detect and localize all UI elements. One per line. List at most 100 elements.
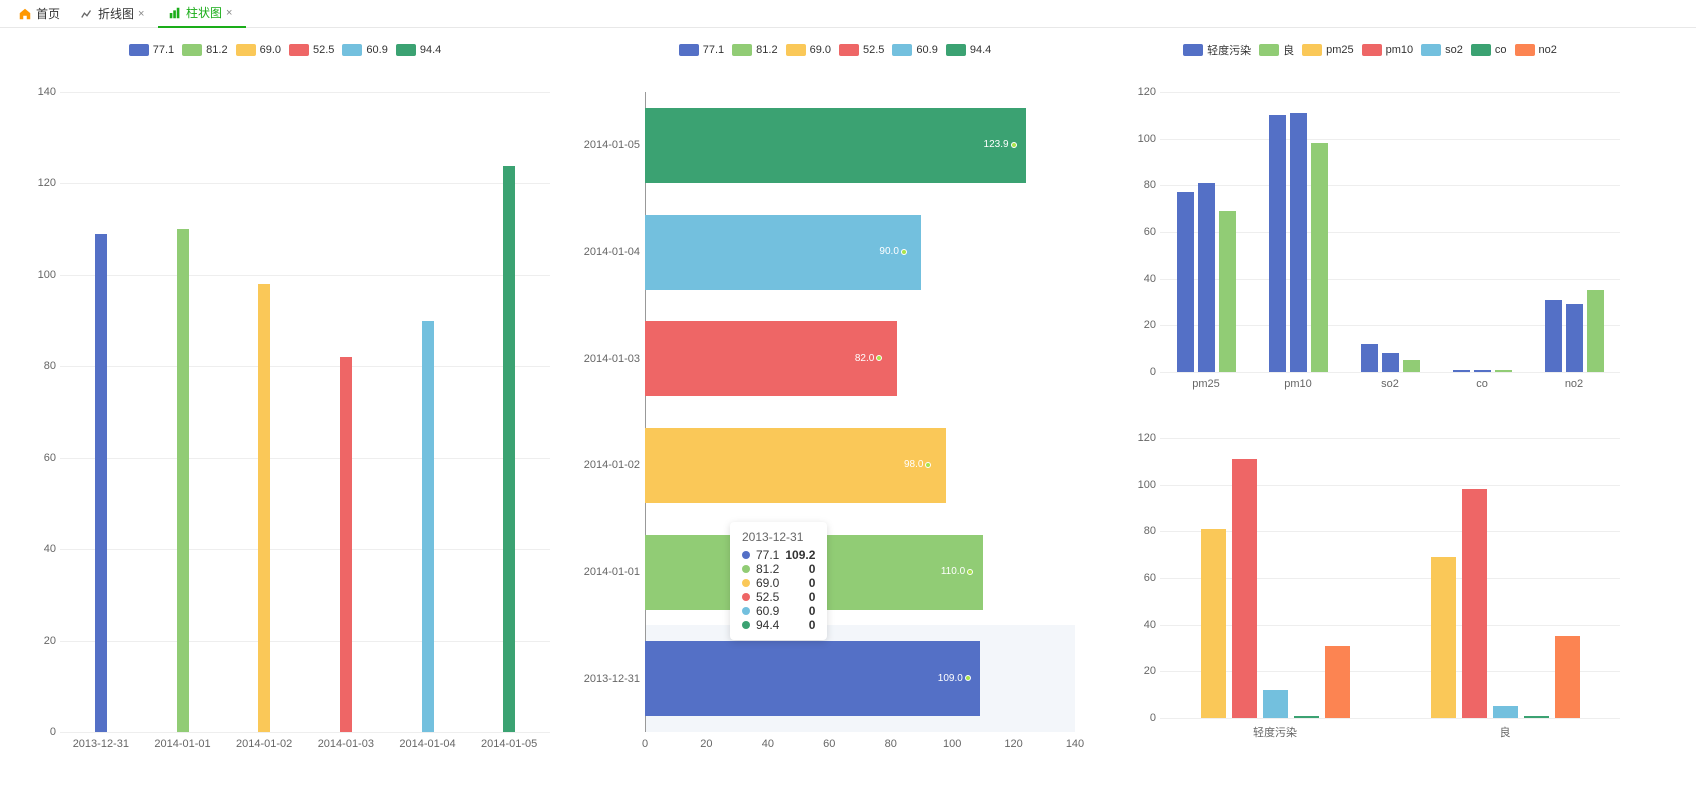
close-icon[interactable]: × <box>138 8 148 20</box>
bar-value-label: 90.0 <box>879 246 906 257</box>
y-grid <box>1160 438 1620 439</box>
legend-item[interactable]: no2 <box>1515 44 1557 56</box>
legend-item[interactable]: 轻度污染 <box>1183 42 1251 58</box>
y-grid <box>1160 671 1620 672</box>
y-tick-label: 2014-01-04 <box>570 246 640 258</box>
right-column: 轻度污染良pm25pm10so2cono2 020406080100120pm2… <box>1120 38 1620 758</box>
tab-柱状图[interactable]: 柱状图× <box>158 0 246 28</box>
tooltip: 2013-12-3177.1109.281.2069.0052.5060.909… <box>730 522 827 640</box>
bar <box>1382 353 1399 372</box>
tab-首页[interactable]: 首页 <box>8 0 70 28</box>
legend-item[interactable]: 77.1 <box>129 44 174 56</box>
bar <box>1587 290 1604 372</box>
legend-item[interactable]: so2 <box>1421 44 1463 56</box>
tab-折线图[interactable]: 折线图 × <box>70 0 158 28</box>
legend-item[interactable]: 81.2 <box>182 44 227 56</box>
tooltip-dot <box>742 593 750 601</box>
x-tick-label: pm25 <box>1160 378 1252 390</box>
x-tick-label: so2 <box>1344 378 1436 390</box>
chart4-plot: 020406080100120轻度污染良 <box>1120 408 1620 728</box>
y-tick-label: 40 <box>30 543 56 555</box>
y-grid <box>1160 92 1620 93</box>
tooltip-value: 0 <box>809 562 816 576</box>
bar <box>1545 300 1562 372</box>
y-axis <box>645 92 646 732</box>
y-grid <box>60 732 550 733</box>
y-grid <box>1160 185 1620 186</box>
tooltip-label: 81.2 <box>756 562 779 576</box>
tooltip-row: 60.90 <box>742 604 815 618</box>
tooltip-label: 60.9 <box>756 604 779 618</box>
legend-item[interactable]: pm25 <box>1302 44 1354 56</box>
bar <box>1232 459 1257 718</box>
y-grid <box>60 549 550 550</box>
y-grid <box>1160 485 1620 486</box>
legend-item[interactable]: 52.5 <box>839 44 884 56</box>
legend-item[interactable]: 60.9 <box>342 44 387 56</box>
legend-item[interactable]: pm10 <box>1362 44 1414 56</box>
tooltip-row: 81.20 <box>742 562 815 576</box>
y-tick-label: 120 <box>1130 86 1156 98</box>
legend-item[interactable]: 77.1 <box>679 44 724 56</box>
tooltip-label: 77.1 <box>756 548 779 562</box>
bar <box>1290 113 1307 372</box>
close-icon[interactable]: × <box>226 7 236 19</box>
legend-label: 轻度污染 <box>1207 42 1251 58</box>
x-tick-label: 60 <box>819 738 839 750</box>
legend-item[interactable]: 69.0 <box>236 44 281 56</box>
bar-value-label: 123.9 <box>984 139 1017 150</box>
legend-label: 69.0 <box>260 44 281 56</box>
legend-chart2: 77.1 81.2 69.0 52.5 60.9 94.4 <box>570 38 1100 62</box>
y-tick-label: 80 <box>1130 179 1156 191</box>
legend-item[interactable]: 52.5 <box>289 44 334 56</box>
x-tick-label: 2014-01-01 <box>148 738 218 750</box>
y-grid <box>1160 531 1620 532</box>
tab-label: 首页 <box>36 5 60 22</box>
tooltip-value: 0 <box>809 576 816 590</box>
legend-swatch <box>1259 44 1279 56</box>
legend-item[interactable]: 81.2 <box>732 44 777 56</box>
bar <box>1403 360 1420 372</box>
legend-swatch <box>1183 44 1203 56</box>
legend-item[interactable]: 60.9 <box>892 44 937 56</box>
legend-item[interactable]: 94.4 <box>396 44 441 56</box>
tooltip-label: 69.0 <box>756 576 779 590</box>
bar <box>645 428 946 503</box>
legend-item[interactable]: 良 <box>1259 42 1294 58</box>
y-grid <box>60 366 550 367</box>
y-tick-label: 20 <box>1130 319 1156 331</box>
legend-item[interactable]: 69.0 <box>786 44 831 56</box>
legend-label: 52.5 <box>863 44 884 56</box>
legend-item[interactable]: co <box>1471 44 1507 56</box>
bar-value-label: 109.0 <box>938 673 971 684</box>
bar <box>1462 489 1487 718</box>
bar <box>258 284 270 732</box>
y-tick-label: 2014-01-01 <box>570 566 640 578</box>
bar <box>1474 370 1491 372</box>
y-tick-label: 120 <box>30 177 56 189</box>
tooltip-dot <box>742 565 750 573</box>
x-tick-label: pm10 <box>1252 378 1344 390</box>
bar <box>1269 115 1286 372</box>
legend-swatch <box>289 44 309 56</box>
legend-swatch <box>342 44 362 56</box>
panel-chart4: 020406080100120轻度污染良 <box>1120 408 1620 738</box>
x-tick-label: 100 <box>942 738 962 750</box>
tab-label: 折线图 <box>98 5 134 22</box>
tooltip-row: 77.1109.2 <box>742 548 815 562</box>
bar <box>1201 529 1226 718</box>
y-tick-label: 0 <box>1130 712 1156 724</box>
tooltip-value: 0 <box>809 604 816 618</box>
legend-label: 94.4 <box>970 44 991 56</box>
tooltip-dot <box>742 551 750 559</box>
y-tick-label: 2014-01-05 <box>570 139 640 151</box>
legend-item[interactable]: 94.4 <box>946 44 991 56</box>
bar <box>1219 211 1236 372</box>
y-tick-label: 60 <box>1130 226 1156 238</box>
legend-swatch <box>1302 44 1322 56</box>
legend-label: 69.0 <box>810 44 831 56</box>
y-tick-label: 120 <box>1130 432 1156 444</box>
y-tick-label: 40 <box>1130 619 1156 631</box>
legend-swatch <box>182 44 202 56</box>
tooltip-value: 0 <box>809 618 816 632</box>
